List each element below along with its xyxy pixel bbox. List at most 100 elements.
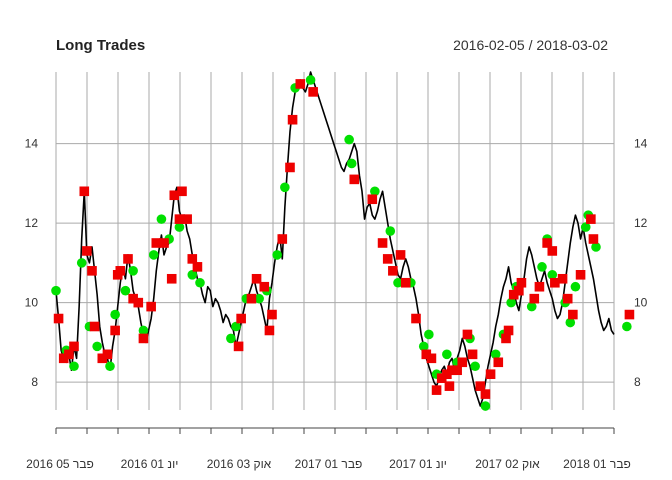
x-tick-label: פבר 01 2017 [295, 457, 363, 471]
exit-marker [58, 353, 69, 364]
date-range-label: 2016-02-05 / 2018-03-02 [453, 37, 608, 53]
entry-marker [105, 361, 115, 372]
exit-marker [388, 266, 398, 276]
exit-marker [377, 238, 388, 248]
entry-markers [51, 75, 632, 411]
entry-marker [393, 277, 403, 288]
exit-marker [285, 162, 295, 173]
exit-marker [233, 341, 244, 352]
entry-marker [570, 281, 581, 292]
exit-marker [568, 309, 578, 320]
exit-marker [624, 309, 635, 320]
exit-marker [444, 381, 455, 391]
exit-marker [133, 297, 144, 308]
entry-marker [254, 293, 264, 304]
exit-marker [53, 313, 64, 324]
x-axis: פבר 05 2016 יונ 01 2016 אוק 03 2016 פבר 01 … [26, 427, 631, 471]
exit-marker [159, 238, 169, 248]
exit-marker [174, 214, 185, 224]
exit-marker [529, 293, 540, 304]
exit-marker [447, 365, 457, 376]
exit-marker [246, 293, 257, 304]
exit-marker [586, 214, 596, 224]
exit-marker [436, 373, 447, 383]
entry-marker [470, 361, 480, 372]
entry-marker [537, 262, 547, 272]
entry-marker [305, 75, 316, 85]
exit-marker [110, 325, 120, 336]
y-axis-right: 8 10 12 14 [634, 137, 648, 390]
exit-marker [64, 349, 74, 360]
y-axis-left: 8 10 12 14 [25, 137, 39, 390]
x-tick-label: אוק 03 2016 [207, 457, 272, 471]
y-tick-label-right: 8 [634, 375, 641, 389]
x-tick-label: יונ 01 2016 [121, 457, 179, 471]
entry-marker [120, 285, 131, 296]
exit-marker [431, 385, 442, 395]
exit-marker [411, 313, 421, 324]
exit-marker [575, 270, 586, 280]
exit-marker [115, 266, 126, 276]
entry-marker [526, 301, 537, 312]
entry-marker [622, 321, 632, 332]
exit-marker [177, 186, 187, 197]
exit-marker [82, 246, 92, 256]
y-tick-label-left: 14 [25, 137, 39, 151]
entry-marker [92, 341, 102, 352]
exit-marker [277, 234, 288, 244]
chart-title: Long Trades [56, 37, 145, 54]
exit-markers [53, 79, 635, 399]
entry-marker [490, 349, 501, 360]
exit-marker [400, 277, 411, 288]
exit-marker [514, 285, 524, 296]
entry-marker [195, 277, 205, 288]
exit-marker [69, 341, 79, 352]
x-tick-label: פבר 01 2018 [563, 457, 631, 471]
exit-marker [426, 353, 437, 364]
exit-marker [146, 301, 156, 312]
exit-marker [508, 289, 519, 300]
exit-marker [516, 277, 527, 288]
entry-marker [156, 214, 167, 224]
entry-marker [272, 250, 282, 260]
exit-marker [462, 329, 473, 340]
entry-marker [370, 186, 380, 197]
entry-marker [580, 222, 591, 232]
entry-marker [76, 258, 87, 268]
exit-marker [187, 254, 198, 264]
exit-marker [192, 262, 203, 272]
exit-marker [295, 79, 306, 89]
exit-marker [457, 357, 468, 368]
exit-marker [557, 273, 568, 284]
y-tick-label-right: 14 [634, 137, 648, 151]
exit-marker [267, 309, 277, 320]
entry-marker [424, 329, 434, 340]
exit-marker [182, 214, 192, 224]
exit-marker [421, 349, 432, 360]
exit-marker [97, 353, 108, 364]
entry-marker [442, 349, 452, 360]
exit-marker [588, 234, 599, 244]
exit-marker [367, 194, 378, 205]
entry-marker [591, 242, 601, 252]
entry-marker [506, 297, 516, 308]
entry-marker [346, 158, 357, 169]
exit-marker [382, 254, 393, 264]
exit-marker [287, 114, 298, 125]
entry-marker [51, 285, 61, 296]
price-series-line [55, 71, 615, 407]
entry-marker [547, 270, 558, 280]
exit-marker [503, 325, 514, 336]
entry-marker [418, 341, 429, 352]
entry-marker [280, 182, 290, 193]
exit-marker [349, 174, 360, 185]
exit-marker [442, 369, 452, 380]
exit-marker [87, 266, 97, 276]
y-tick-label-left: 8 [31, 375, 38, 389]
exit-marker [534, 281, 545, 292]
entry-marker [231, 321, 241, 332]
exit-marker [128, 293, 138, 304]
entry-marker [480, 401, 491, 411]
exit-marker [467, 349, 478, 360]
